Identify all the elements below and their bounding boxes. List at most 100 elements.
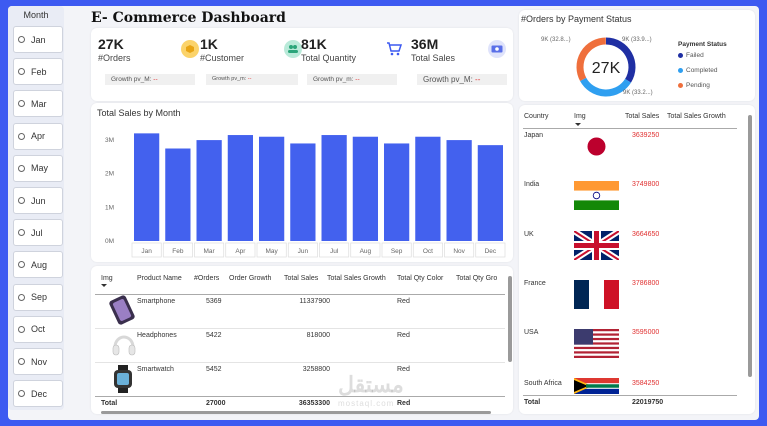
header-divider	[523, 128, 737, 129]
japan-flag-icon	[574, 132, 619, 161]
bar-nov[interactable]	[446, 140, 472, 241]
donut-label-failed: 9K (33.9...)	[622, 37, 652, 43]
radio-icon	[18, 36, 25, 43]
month-slicer-title: Month	[23, 10, 49, 20]
x-tick-label: Jun	[298, 248, 309, 255]
india-flag-icon	[574, 181, 619, 210]
product-table-vscroll[interactable]	[508, 276, 512, 362]
month-option-jan[interactable]: Jan	[13, 26, 63, 53]
radio-icon	[18, 197, 25, 204]
month-option-dec[interactable]: Dec	[13, 380, 63, 408]
product-table: Img Product Name #Orders Order Growth To…	[91, 266, 513, 414]
month-label: Oct	[31, 324, 46, 335]
cash-icon	[488, 40, 506, 58]
kpi-orders: 27K #Orders	[98, 36, 131, 63]
sort-arrow-icon[interactable]	[575, 123, 581, 126]
legend-pending[interactable]: Pending	[678, 82, 710, 89]
header-total-sales[interactable]: Total Sales	[284, 275, 319, 282]
header-order-growth[interactable]: Order Growth	[229, 275, 272, 282]
month-option-sep[interactable]: Sep	[13, 283, 63, 311]
month-option-mar[interactable]: Mar	[13, 90, 63, 118]
legend-completed[interactable]: Completed	[678, 67, 717, 74]
bar-may[interactable]	[259, 136, 285, 241]
product-color: Red	[397, 366, 410, 373]
legend-label: Completed	[686, 67, 718, 74]
header-total-sales-growth[interactable]: Total Sales Growth	[327, 275, 386, 282]
country-table-vscroll[interactable]	[748, 115, 752, 377]
month-option-jul[interactable]: Jul	[13, 219, 63, 247]
x-tick-box	[350, 242, 381, 258]
chart-title: Total Sales by Month	[97, 108, 181, 118]
bar-apr[interactable]	[227, 135, 253, 241]
kpi-sales-growth: Growth pv_M: --	[417, 74, 507, 85]
month-option-nov[interactable]: Nov	[13, 348, 63, 375]
cart-icon	[385, 40, 403, 58]
growth-value: --	[153, 76, 158, 83]
x-tick-label: Mar	[204, 248, 216, 255]
total-sales: 36353300	[298, 400, 330, 407]
y-tick-label: 0M	[105, 238, 114, 245]
header-orders[interactable]: #Orders	[194, 275, 220, 282]
product-sales: 3258800	[302, 366, 330, 373]
kpi-quantity-growth: Growth pv_m: --	[307, 74, 397, 85]
row-divider	[95, 362, 505, 363]
kpi-orders-label: #Orders	[98, 53, 131, 63]
x-tick-box	[381, 242, 412, 258]
header-product-name[interactable]: Product Name	[137, 275, 182, 282]
month-option-aug[interactable]: Aug	[13, 251, 63, 279]
month-option-oct[interactable]: Oct	[13, 315, 63, 343]
header-img[interactable]: Img	[574, 113, 586, 120]
x-tick-box	[194, 242, 225, 258]
bar-jun[interactable]	[290, 143, 316, 241]
kpi-customer: 1K #Customer	[200, 36, 244, 63]
month-label: Apr	[31, 131, 46, 142]
x-tick-box	[225, 242, 256, 258]
month-option-jun[interactable]: Jun	[13, 187, 63, 214]
y-tick-label: 1M	[105, 204, 114, 211]
header-total-qty-growth[interactable]: Total Qty Gro	[456, 275, 498, 282]
legend-dot-icon	[678, 53, 683, 58]
header-total-qty-color[interactable]: Total Qty Color	[397, 275, 444, 282]
bar-mar[interactable]	[196, 140, 222, 241]
bar-jan[interactable]	[134, 133, 160, 241]
legend-label: Failed	[686, 52, 704, 59]
total-orders: 27000	[206, 400, 226, 407]
bar-feb[interactable]	[165, 148, 191, 242]
header-total-sales-growth[interactable]: Total Sales Growth	[667, 113, 726, 120]
product-name: Smartwatch	[137, 366, 174, 373]
bar-sep[interactable]	[384, 143, 410, 241]
legend-title: Payment Status	[678, 41, 727, 48]
bar-oct[interactable]	[415, 136, 441, 241]
header-total-sales[interactable]: Total Sales	[625, 113, 660, 120]
country-name: USA	[524, 329, 539, 336]
growth-value: --	[475, 75, 481, 84]
month-option-apr[interactable]: Apr	[13, 122, 63, 150]
sort-arrow-icon[interactable]	[101, 284, 107, 287]
month-label: May	[31, 163, 49, 174]
donut-slice-pending[interactable]	[576, 37, 607, 82]
header-country[interactable]: Country	[524, 113, 549, 120]
south-africa-flag-icon	[574, 378, 619, 394]
month-option-may[interactable]: May	[13, 154, 63, 182]
watermark-logo: مستقل	[338, 372, 404, 397]
radio-icon	[18, 132, 25, 140]
bar-dec[interactable]	[477, 145, 503, 241]
donut-slice-completed[interactable]	[580, 77, 632, 97]
total-sales: 22019750	[632, 399, 664, 406]
donut-slice-failed[interactable]	[605, 37, 636, 83]
radio-icon	[18, 293, 25, 301]
month-option-feb[interactable]: Feb	[13, 58, 63, 86]
header-img[interactable]: Img	[101, 275, 113, 282]
growth-label: Growth pv_M:	[111, 76, 152, 83]
bar-jul[interactable]	[321, 135, 347, 241]
product-table-hscroll[interactable]	[101, 411, 491, 414]
legend-failed[interactable]: Failed	[678, 52, 704, 59]
country-name: India	[524, 181, 540, 188]
product-orders: 5452	[206, 366, 222, 373]
bar-chart-svg: 0M 1M 2M 3M Jan Feb Mar Apr May Jun Jul Aug Sep Oct No…	[105, 133, 506, 258]
x-tick-box	[475, 242, 506, 258]
x-tick-label: Apr	[235, 248, 246, 255]
growth-value: --	[247, 76, 252, 82]
kpi-panel: 27K #Orders Growth pv_M: -- 1K #Customer…	[91, 28, 513, 101]
bar-aug[interactable]	[352, 136, 378, 241]
